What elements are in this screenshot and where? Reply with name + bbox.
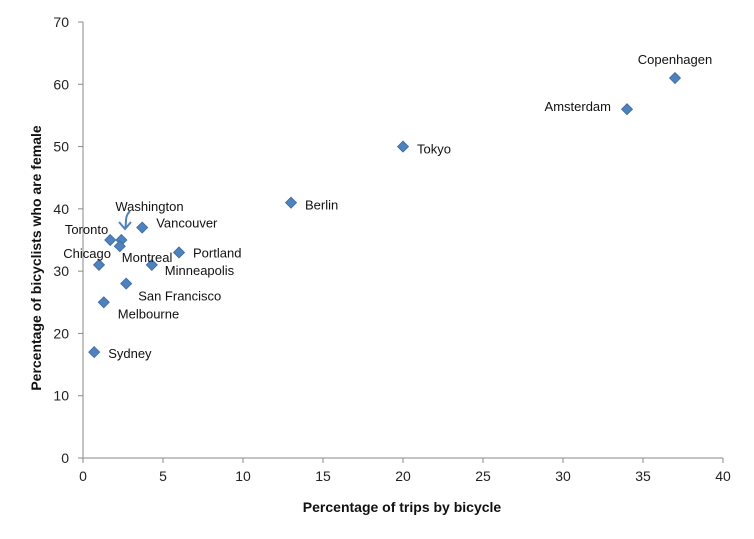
data-point-copenhagen (668, 71, 682, 85)
data-points (88, 71, 682, 359)
y-tick-label: 60 (53, 76, 69, 92)
y-tick-label: 40 (53, 201, 69, 217)
data-point-melbourne (97, 296, 110, 309)
x-tick-label: 20 (395, 468, 411, 484)
point-label-copenhagen: Copenhagen (638, 52, 712, 67)
point-labels: Copenhagen Amsterdam Tokyo Berlin Washington… (63, 52, 712, 361)
point-label-chicago: Chicago (63, 246, 111, 261)
x-tick-label: 10 (235, 468, 251, 484)
x-tick-label: 30 (555, 468, 571, 484)
y-tick-label: 20 (53, 325, 69, 341)
x-tick-label: 0 (79, 468, 87, 484)
data-point-sydney (88, 346, 101, 359)
point-label-san-francisco: San Francisco (138, 289, 221, 304)
point-label-toronto: Toronto (65, 222, 108, 237)
data-point-chicago (92, 258, 106, 271)
y-tick-label: 50 (53, 139, 69, 155)
point-label-melbourne: Melbourne (118, 306, 179, 321)
point-label-tokyo: Tokyo (417, 142, 451, 157)
data-point-san-francisco (120, 277, 133, 290)
point-label-montreal: Montreal (122, 250, 173, 265)
x-tick-label: 15 (315, 468, 331, 484)
point-label-minneapolis: Minneapolis (165, 263, 235, 278)
y-tick-label: 70 (53, 14, 69, 30)
point-label-berlin: Berlin (305, 198, 338, 213)
data-point-portland (172, 246, 186, 259)
point-label-amsterdam: Amsterdam (545, 99, 611, 114)
y-tick-label: 30 (53, 263, 69, 279)
axes (82, 22, 723, 459)
data-point-montreal (113, 240, 126, 253)
data-point-toronto (104, 233, 117, 247)
data-point-berlin (284, 196, 298, 209)
x-tick-label: 35 (635, 468, 651, 484)
data-point-tokyo (396, 140, 410, 153)
x-tick-label: 5 (159, 468, 167, 484)
point-label-sydney: Sydney (108, 346, 152, 361)
x-tick-label: 40 (715, 468, 731, 484)
y-tick-label: 0 (61, 450, 69, 466)
point-label-portland: Portland (193, 245, 241, 260)
x-tick-label: 25 (475, 468, 491, 484)
data-point-amsterdam (620, 103, 634, 116)
point-label-vancouver: Vancouver (156, 216, 218, 231)
y-axis-title: Percentage of bicyclists who are female (28, 125, 44, 391)
data-point-minneapolis (145, 258, 158, 271)
y-tick-label: 10 (53, 388, 69, 404)
washington-arrow-head (118, 221, 132, 231)
data-point-vancouver (136, 221, 149, 234)
ticks: 0 5 10 15 20 25 30 35 40 0 10 20 30 40 50 60 70 (53, 14, 731, 484)
point-label-washington: Washington (115, 199, 183, 214)
x-axis-title: Percentage of trips by bicycle (303, 499, 502, 515)
